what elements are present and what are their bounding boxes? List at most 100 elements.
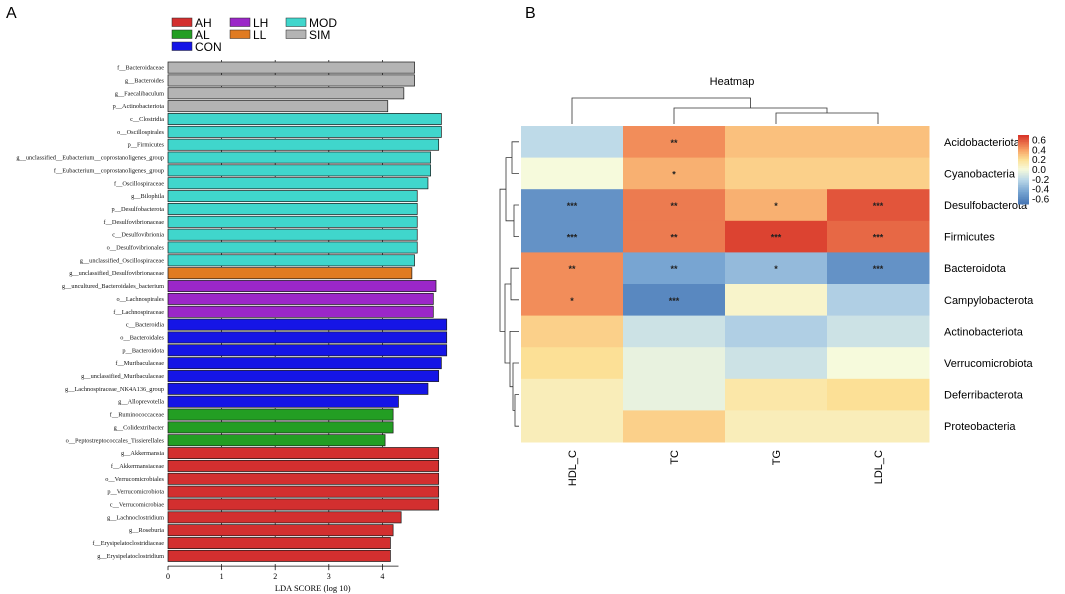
colorbar-segment [1018, 136, 1029, 139]
lda-bar [167, 267, 413, 280]
lda-bar [167, 498, 440, 511]
heatmap-row-label: Acidobacteriota [944, 137, 1021, 149]
lda-bar [167, 357, 442, 370]
colorbar-segment [1018, 145, 1029, 148]
colorbar-segment [1018, 166, 1029, 169]
colorbar-segment [1018, 140, 1029, 143]
lda-bar [167, 203, 418, 215]
row-dendrogram [499, 188, 506, 332]
heatmap-cell [521, 252, 624, 285]
lda-bar-label: c__Clostridia [130, 116, 164, 123]
lda-bar [167, 421, 394, 434]
heatmap-cell [623, 378, 726, 411]
lda-bar [167, 331, 448, 344]
colorbar-segment [1018, 193, 1029, 196]
colorbar-segment [1018, 148, 1029, 152]
heatmap-significance: *** [873, 264, 884, 274]
colorbar-segment [1018, 138, 1029, 141]
lda-bar [167, 305, 434, 318]
lda-bar [167, 472, 440, 485]
heatmap-cell [725, 378, 828, 411]
heatmap-cell [623, 284, 726, 317]
column-dendrogram [673, 107, 828, 124]
heatmap-cell [725, 252, 828, 285]
row-dendrogram [504, 283, 511, 364]
heatmap-significance: *** [567, 201, 578, 211]
lda-bar [167, 318, 448, 331]
lda-bar-label: f__Eubacterium__coprostanoligenes_group [54, 167, 164, 174]
row-dendrogram [505, 157, 514, 222]
colorbar-segment [1018, 150, 1029, 153]
lda-bar-label: f__Bacteroidaceae [117, 65, 164, 72]
lda-bar-label: c__Bacteroidia [126, 322, 164, 329]
legend-label: AL [195, 28, 210, 42]
heatmap-cell [623, 157, 726, 190]
legend-swatch [285, 17, 307, 27]
lda-bar-label: c__Verrucomicrobiae [110, 502, 164, 509]
heatmap-row-label: Verrucomicrobiota [944, 358, 1034, 370]
lda-bar-label: g__Erysipelatoclostridium [97, 553, 164, 560]
colorbar-segment [1018, 135, 1029, 138]
lda-bar-label: p__Firmicutes [128, 142, 165, 149]
heatmap-cell [827, 410, 930, 443]
colorbar-tick-label: 0.6 [1032, 135, 1046, 146]
colorbar-segment [1018, 174, 1029, 177]
heatmap-chart: Heatmap****** ** * ****** ** *** ***** ** * **** *… [499, 76, 1050, 486]
colorbar-segment [1018, 155, 1029, 158]
lda-bar [167, 549, 391, 562]
column-dendrogram [571, 97, 751, 124]
heatmap-cell [623, 220, 726, 253]
lda-bar [167, 511, 402, 524]
heatmap-row-label: Deferribacterota [944, 390, 1024, 402]
lda-bar [167, 292, 434, 305]
colorbar-segment [1018, 186, 1029, 189]
heatmap-row-label: Bacteroidota [944, 263, 1007, 275]
lda-bar [167, 524, 394, 537]
column-dendrogram [775, 112, 879, 124]
lda-chart: f__Bacteroidaceae g__Bacteroides g__Faecal… [16, 16, 448, 593]
lda-bar [167, 447, 440, 460]
colorbar-segment [1018, 143, 1029, 146]
row-dendrogram [512, 362, 519, 411]
colorbar-segment [1018, 152, 1029, 155]
heatmap-cell [725, 347, 828, 380]
heatmap-cell [827, 315, 930, 348]
heatmap-significance: *** [567, 233, 578, 243]
heatmap-cell [725, 189, 828, 222]
heatmap-cell [521, 378, 624, 411]
lda-bar-label: f__Erysipelatoclostridiaceae [92, 540, 164, 547]
lda-bar [167, 215, 418, 228]
legend-swatch [229, 29, 251, 39]
lda-bar-label: p__Desulfobacterota [112, 206, 165, 213]
heatmap-cell [623, 315, 726, 348]
lda-bar-label: f__Desulfovibrionaceae [104, 219, 165, 226]
heatmap-cell [521, 284, 624, 317]
colorbar-tick-label: 0.0 [1032, 165, 1046, 176]
lda-bar-label: f__Ruminococcaceae [110, 412, 164, 419]
lda-bar-label: f__Lachnospiraceae [113, 309, 164, 316]
colorbar-segment [1018, 157, 1029, 160]
legend-swatch [229, 17, 251, 27]
lda-bar-label: g__Faecalibaculum [115, 90, 164, 97]
colorbar-segment [1018, 178, 1029, 181]
lda-bar-label: g__Lachnospiraceae_NK4A136_group [65, 386, 164, 393]
lda-bar-label: g__Bacteroides [125, 77, 165, 84]
lda-bar [167, 100, 389, 113]
lda-bar [167, 125, 442, 138]
lda-x-tick-label: 0 [166, 572, 170, 581]
legend-swatch [171, 17, 193, 27]
heatmap-cell [827, 126, 930, 159]
lda-bar [167, 61, 415, 74]
heatmap-significance: ** [568, 264, 576, 274]
lda-bar [167, 138, 440, 151]
lda-bar-label: g__Colidextribacter [114, 424, 165, 431]
colorbar-segment [1018, 141, 1029, 145]
colorbar-segment [1018, 198, 1029, 202]
heatmap-cell [623, 252, 726, 285]
heatmap-cell [827, 189, 930, 222]
lda-bar [167, 228, 418, 241]
lda-bar-label: o__Verrucomicrobiales [105, 476, 164, 483]
colorbar-segment [1018, 160, 1029, 164]
legend-label: LH [253, 16, 268, 30]
lda-bar-label: p__Actinobacteriota [113, 103, 165, 110]
